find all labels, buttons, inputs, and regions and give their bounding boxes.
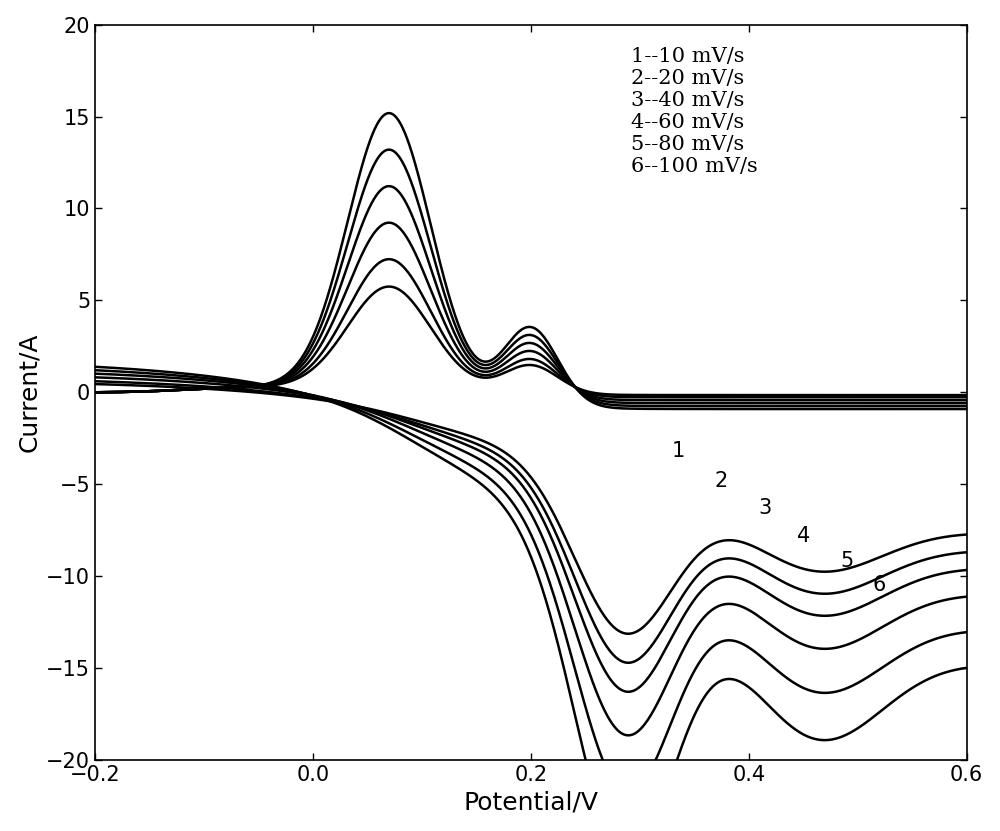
X-axis label: Potential/V: Potential/V	[463, 790, 598, 814]
Text: 2: 2	[715, 470, 728, 490]
Text: 5: 5	[840, 552, 853, 572]
Text: 6: 6	[873, 575, 886, 595]
Text: 3: 3	[759, 498, 772, 518]
Text: 1--10 mV/s
2--20 mV/s
3--40 mV/s
4--60 mV/s
5--80 mV/s
6--100 mV/s: 1--10 mV/s 2--20 mV/s 3--40 mV/s 4--60 m…	[631, 47, 758, 175]
Text: 4: 4	[797, 526, 810, 546]
Text: 1: 1	[671, 441, 685, 461]
Y-axis label: Current/A: Current/A	[17, 332, 41, 452]
